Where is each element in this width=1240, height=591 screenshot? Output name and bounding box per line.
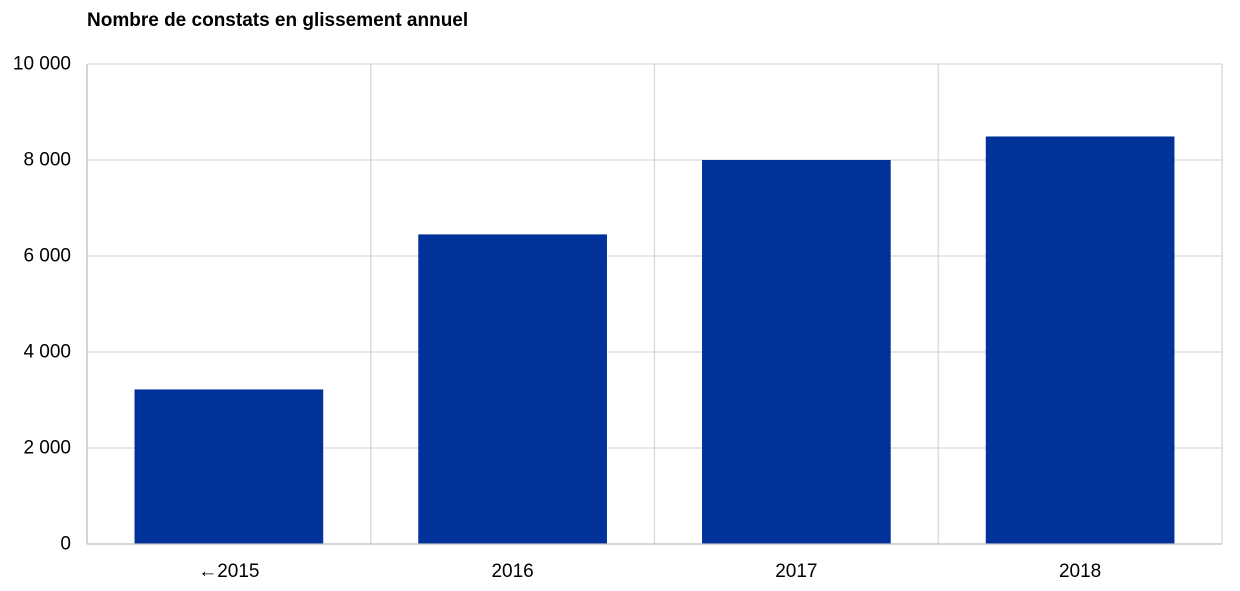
bar bbox=[702, 160, 891, 544]
axes bbox=[86, 64, 1222, 545]
bar bbox=[418, 234, 607, 544]
bar bbox=[134, 389, 324, 544]
y-tick-label: 8 000 bbox=[23, 150, 71, 171]
bar bbox=[985, 136, 1175, 545]
y-tick-label: 0 bbox=[60, 534, 71, 555]
y-axis-tick-labels: 0 2 000 4 000 6 000 8 000 10 000 bbox=[13, 54, 71, 555]
x-tick-label: 2016 bbox=[491, 561, 533, 582]
y-tick-label: 10 000 bbox=[13, 54, 71, 75]
x-axis-tick-labels: ←2015 2016 2017 2018 bbox=[198, 561, 1101, 582]
chart-title: Nombre de constats en glissement annuel bbox=[87, 10, 469, 31]
x-tick-label: 2018 bbox=[1059, 561, 1101, 582]
y-tick-label: 4 000 bbox=[23, 342, 71, 363]
y-tick-label: 2 000 bbox=[23, 438, 71, 459]
x-tick-label: ←2015 bbox=[198, 561, 259, 582]
x-tick-label: 2017 bbox=[775, 561, 817, 582]
y-tick-label: 6 000 bbox=[23, 246, 71, 267]
bars bbox=[134, 136, 1175, 545]
